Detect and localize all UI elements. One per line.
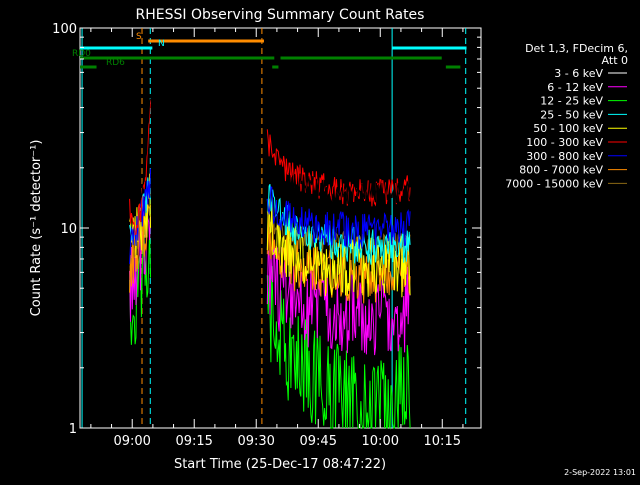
flag-bar-label: RD6 [106, 58, 125, 68]
flag-bar-label: S [136, 32, 142, 42]
legend-entry-label: 50 - 100 keV [533, 122, 603, 135]
legend-entry-label: 100 - 300 keV [526, 136, 603, 149]
y-tick-label: 100 [52, 22, 77, 37]
x-axis-label: Start Time (25-Dec-17 08:47:22) [174, 457, 386, 472]
y-tick-label: 10 [60, 222, 77, 237]
legend-entry-label: 6 - 12 keV [547, 81, 603, 94]
footer-timestamp: 2-Sep-2022 13:01 [564, 468, 636, 477]
x-tick-label: 09:30 [237, 434, 274, 449]
legend-header: Att 0 [602, 54, 628, 67]
x-tick-label: 10:00 [362, 434, 399, 449]
series-line [129, 98, 411, 206]
legend-entry-label: 7000 - 15000 keV [505, 177, 603, 190]
legend-entry-label: 12 - 25 keV [540, 95, 603, 108]
flag-bars: S N RD0 RD6 [72, 32, 467, 69]
legend-entry-label: 800 - 7000 keV [519, 164, 603, 177]
chart-title: RHESSI Observing Summary Count Rates [136, 7, 425, 23]
flag-bar-label: RD0 [72, 49, 91, 59]
flag-bar-label: N [158, 39, 165, 49]
x-tick-label: 09:00 [113, 434, 150, 449]
legend-entry-label: 25 - 50 keV [540, 108, 603, 121]
series-layer [129, 98, 411, 430]
x-axis: 09:00 09:15 09:30 09:45 10:00 10:15 [90, 28, 464, 449]
legend-header: Det 1,3, FDecim 6, [525, 42, 628, 55]
y-axis-label: Count Rate (s⁻¹ detector⁻¹) [29, 140, 44, 317]
legend-entry-label: 300 - 800 keV [526, 150, 603, 163]
legend-entry-label: 3 - 6 keV [554, 67, 603, 80]
y-tick-label: 1 [69, 422, 77, 437]
x-tick-label: 09:15 [175, 434, 212, 449]
y-axis: 1 10 100 [52, 22, 481, 437]
x-tick-label: 10:15 [424, 434, 461, 449]
x-tick-label: 09:45 [300, 434, 337, 449]
